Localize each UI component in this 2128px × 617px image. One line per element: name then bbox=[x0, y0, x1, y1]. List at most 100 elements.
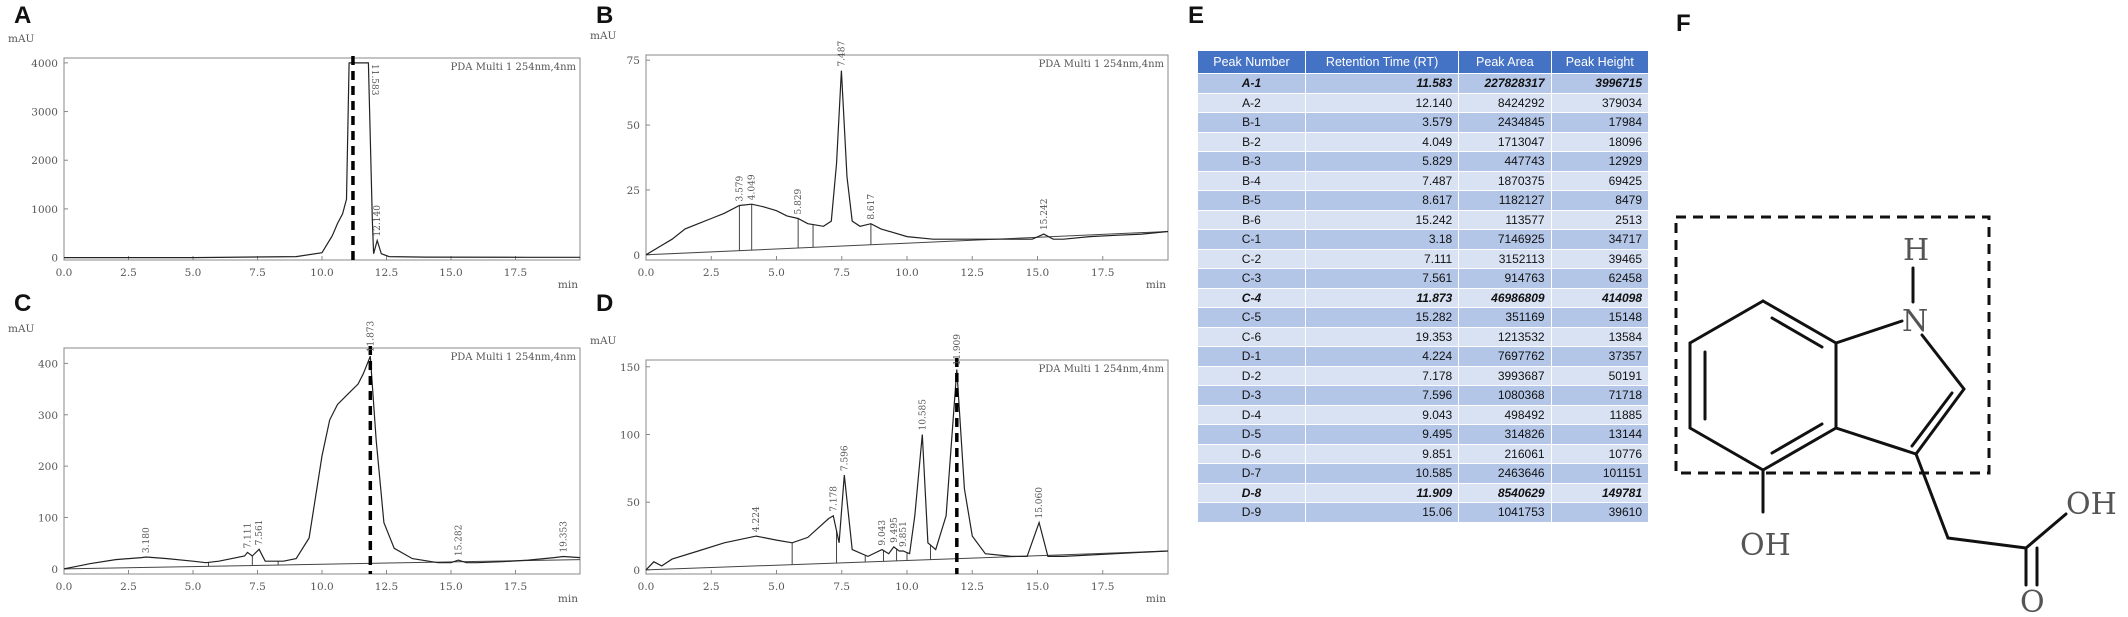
table-cell: 8479 bbox=[1550, 190, 1650, 211]
x-tick-label: 17.5 bbox=[1091, 581, 1114, 593]
bond bbox=[1688, 426, 1765, 472]
y-tick-label: 100 bbox=[620, 429, 640, 441]
table-row: D-5 9.495 314826 13144 bbox=[1197, 424, 1650, 445]
x-tick-label: 17.5 bbox=[1091, 267, 1114, 279]
table-cell: 7.596 bbox=[1304, 385, 1460, 406]
chromatogram-trace bbox=[63, 355, 581, 570]
table-cell: 1182127 bbox=[1458, 190, 1552, 211]
table-cell: 1041753 bbox=[1458, 502, 1552, 523]
panel-label-d: D bbox=[596, 290, 614, 317]
peak-label: 3.579 bbox=[735, 175, 745, 201]
y-tick-label: 2000 bbox=[31, 155, 58, 167]
x-tick-label: 0.0 bbox=[56, 581, 73, 593]
x-tick-label: 7.5 bbox=[249, 267, 266, 279]
table-header-cell: Peak Area bbox=[1458, 50, 1552, 74]
y-tick-label: 200 bbox=[38, 461, 58, 473]
x-tick-label: 10.0 bbox=[310, 581, 333, 593]
table-cell: 39610 bbox=[1550, 502, 1650, 523]
peak-label: 15.060 bbox=[1035, 487, 1045, 519]
table-row: C-3 7.561 914763 62458 bbox=[1197, 268, 1650, 289]
table-cell: 12.140 bbox=[1304, 92, 1460, 113]
table-row: D-7 10.585 2463646 101151 bbox=[1197, 463, 1650, 484]
table-row: A-1 11.583 227828317 3996715 bbox=[1197, 73, 1650, 94]
peak-label: 3.180 bbox=[142, 527, 152, 553]
table-cell: 15.06 bbox=[1304, 502, 1460, 523]
chromatogram-trace bbox=[645, 369, 1169, 571]
table-cell: 8424292 bbox=[1458, 92, 1552, 113]
bond bbox=[1761, 426, 1838, 472]
peak-label: 7.596 bbox=[840, 445, 850, 471]
peak-label: 11.873 bbox=[366, 320, 376, 352]
peak-label: 7.487 bbox=[837, 41, 847, 67]
bond bbox=[1920, 333, 1966, 391]
x-tick-label: 15.0 bbox=[439, 267, 462, 279]
table-row: A-2 12.140 8424292 379034 bbox=[1197, 92, 1650, 113]
table-header-cell: Peak Number bbox=[1197, 50, 1306, 74]
table-cell: B-1 bbox=[1197, 112, 1306, 133]
peak-table: Peak Number Retention Time (RT) Peak Area P… bbox=[1197, 50, 1650, 523]
dashed-box bbox=[1674, 215, 1991, 475]
y-tick-label: 400 bbox=[38, 358, 58, 370]
table-cell: 7.111 bbox=[1304, 248, 1460, 269]
table-row: C-1 3.18 7146925 34717 bbox=[1197, 229, 1650, 250]
table-cell: B-5 bbox=[1197, 190, 1306, 211]
peak-label: 4.224 bbox=[752, 506, 762, 532]
peak-label: 15.282 bbox=[454, 525, 464, 557]
table-cell: D-5 bbox=[1197, 424, 1306, 445]
table-cell: B-3 bbox=[1197, 151, 1306, 172]
chart-header: PDA Multi 1 254nm,4nm bbox=[451, 62, 577, 73]
table-cell: 37357 bbox=[1550, 346, 1650, 367]
peak-label: 11.583 bbox=[369, 64, 379, 96]
table-cell: 351169 bbox=[1458, 307, 1552, 328]
table-cell: B-6 bbox=[1197, 209, 1306, 230]
table-cell: 113577 bbox=[1458, 209, 1552, 230]
table-cell: 1080368 bbox=[1458, 385, 1552, 406]
peak-label: 10.585 bbox=[918, 399, 928, 431]
table-cell: 11.583 bbox=[1304, 73, 1460, 94]
x-tick-label: 17.5 bbox=[504, 581, 527, 593]
panel-label-e: E bbox=[1188, 2, 1205, 29]
table-cell: 46986809 bbox=[1458, 287, 1552, 308]
x-tick-label: 0.0 bbox=[56, 267, 73, 279]
panel-label-c: C bbox=[14, 290, 32, 317]
baseline bbox=[63, 559, 581, 570]
table-cell: 379034 bbox=[1550, 92, 1650, 113]
peak-label: 19.353 bbox=[559, 521, 569, 553]
table-cell: D-9 bbox=[1197, 502, 1306, 523]
y-tick-label: 300 bbox=[38, 410, 58, 422]
peak-label: 7.111 bbox=[243, 523, 253, 549]
y-tick-label: 3000 bbox=[31, 107, 58, 119]
y-unit-label: mAU bbox=[590, 30, 617, 42]
chart-header: PDA Multi 1 254nm,4nm bbox=[1039, 364, 1165, 375]
bond bbox=[1770, 316, 1824, 349]
y-tick-label: 0 bbox=[51, 564, 58, 576]
bond bbox=[1834, 426, 1918, 456]
bond bbox=[1688, 299, 1765, 345]
table-cell: 9.495 bbox=[1304, 424, 1460, 445]
bond bbox=[1770, 422, 1824, 455]
table-cell: C-1 bbox=[1197, 229, 1306, 250]
baseline bbox=[645, 230, 1169, 256]
x-tick-label: 0.0 bbox=[638, 581, 655, 593]
table-cell: 7.561 bbox=[1304, 268, 1460, 289]
table-cell: 1870375 bbox=[1458, 170, 1552, 191]
table-cell: C-6 bbox=[1197, 326, 1306, 347]
x-tick-label: 7.5 bbox=[833, 581, 850, 593]
x-tick-label: 2.5 bbox=[703, 581, 720, 593]
table-cell: 17984 bbox=[1550, 112, 1650, 133]
table-row: D-1 4.224 7697762 37357 bbox=[1197, 346, 1650, 367]
x-tick-label: 5.0 bbox=[768, 267, 785, 279]
table-cell: 914763 bbox=[1458, 268, 1552, 289]
table-row: C-4 11.873 46986809 414098 bbox=[1197, 287, 1650, 308]
table-cell: 12929 bbox=[1550, 151, 1650, 172]
x-tick-label: 7.5 bbox=[249, 581, 266, 593]
chromatogram-trace bbox=[64, 62, 580, 259]
x-tick-label: 10.0 bbox=[895, 581, 918, 593]
bond bbox=[1914, 452, 1950, 540]
x-tick-label: 12.5 bbox=[961, 267, 984, 279]
bond bbox=[1910, 391, 1954, 448]
chart-a: PDA Multi 1 254nm,4nm mAU min 0.0 2.5 5.0 7.5 1… bbox=[8, 33, 581, 291]
peak-label: 9.043 bbox=[878, 520, 888, 546]
table-cell: 15.282 bbox=[1304, 307, 1460, 328]
